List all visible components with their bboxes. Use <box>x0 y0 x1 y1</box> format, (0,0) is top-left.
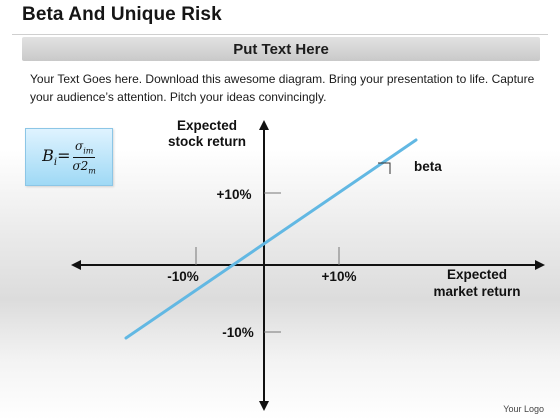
y-axis-label-line1: Expected <box>177 118 237 133</box>
formula-equals: = <box>57 145 71 165</box>
subtitle-bar: Put Text Here <box>22 37 540 61</box>
formula-numerator-subscript: im <box>83 146 94 156</box>
x-tick-label-neg: -10% <box>167 269 199 284</box>
beta-line <box>124 138 418 340</box>
formula-denominator-subscript: m <box>88 165 96 175</box>
formula-numerator: σim <box>73 139 96 158</box>
formula-numerator-symbol: σ <box>75 139 84 154</box>
formula-lhs-symbol: B <box>42 145 54 165</box>
formula-lhs: Bi= <box>42 146 70 168</box>
y-tick-label-pos: +10% <box>217 187 252 202</box>
x-tick-label-pos: +10% <box>322 269 357 284</box>
body-text: Your Text Goes here. Download this aweso… <box>30 72 535 104</box>
beta-label: beta <box>414 159 442 174</box>
formula-denominator-symbol: σ2 <box>72 158 89 173</box>
formula-lhs-subscript: i <box>53 157 58 169</box>
page-title: Beta And Unique Risk <box>22 4 222 25</box>
formula-fraction: σim σ2m <box>72 139 95 175</box>
title-divider <box>12 34 548 35</box>
y-axis-label-line2: stock return <box>168 134 246 149</box>
y-tick-label-neg: -10% <box>222 325 254 340</box>
x-axis-label-line2: market return <box>433 284 520 299</box>
subtitle-text: Put Text Here <box>233 40 329 58</box>
formula-denominator: σ2m <box>72 158 95 175</box>
logo-text: Your Logo <box>503 404 544 414</box>
slope-indicator <box>378 162 391 174</box>
x-axis-label-line1: Expected <box>447 267 507 282</box>
beta-formula-box: Bi= σim σ2m <box>25 128 113 186</box>
